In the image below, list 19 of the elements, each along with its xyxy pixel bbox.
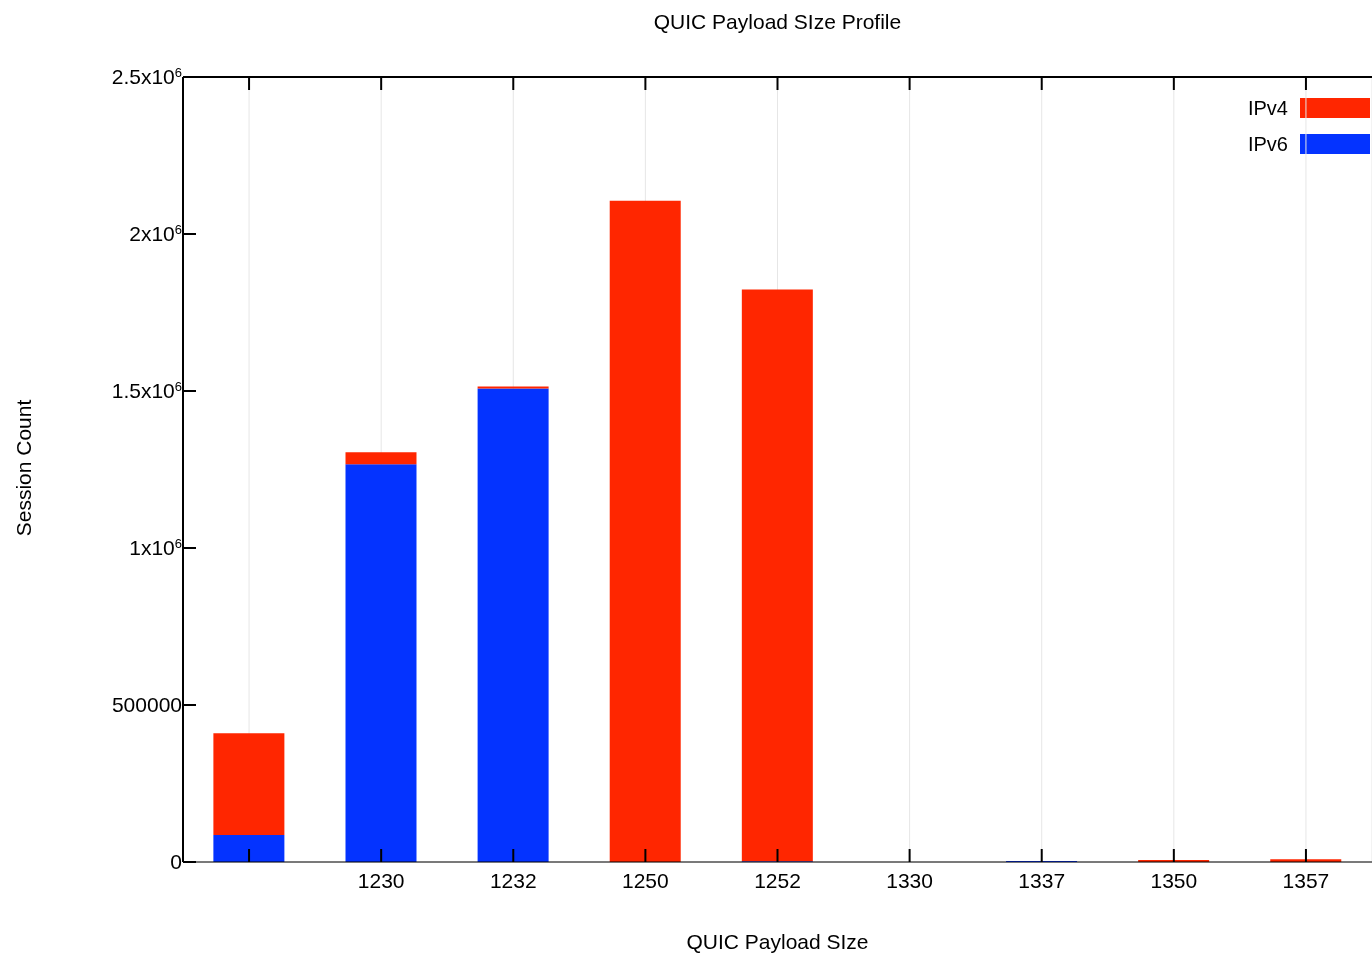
x-tick-label: 1232 — [489, 868, 537, 892]
chart-title: QUIC Payload SIze Profile — [652, 10, 903, 34]
y-tick-label: 1x10$^{6}$ — [129, 535, 182, 559]
x-axis-title: QUIC Payload SIze — [685, 930, 870, 954]
x-tick-label: 1350 — [1150, 868, 1198, 892]
legend-label: IPv4 — [1247, 96, 1288, 120]
y-tick-label: 0 — [170, 850, 182, 873]
x-tick-label: 1330 — [886, 868, 933, 892]
y-tick-label: 500000 — [111, 693, 182, 716]
y-tick-label: 1.5x10$^{6}$ — [111, 378, 182, 402]
x-tick-label: 1357 — [1282, 868, 1330, 892]
y-axis-title: Session Count — [12, 399, 36, 537]
x-tick-label: 1337 — [1018, 868, 1066, 892]
x-tick-label: 1230 — [357, 868, 405, 892]
y-tick-label: 2x10$^{6}$ — [129, 221, 182, 245]
x-tick-label: 1250 — [622, 868, 669, 892]
legend-label: IPv6 — [1247, 132, 1288, 156]
y-tick-label: 2.5x10$^{6}$ — [111, 64, 182, 88]
x-tick-label: 1252 — [754, 868, 801, 892]
